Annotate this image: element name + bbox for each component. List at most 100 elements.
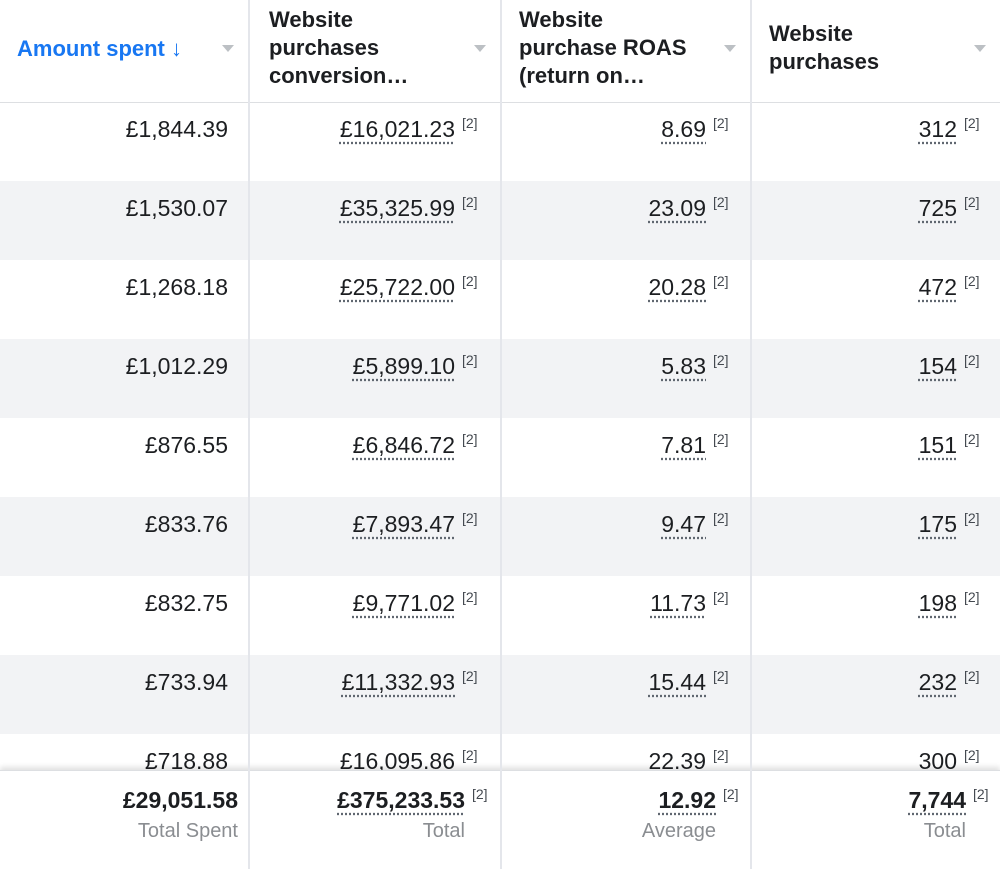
footnote-marker[interactable]: [2]: [973, 786, 989, 802]
cell-conversion-value[interactable]: £16,021.23 [2]: [250, 102, 478, 181]
footnote-marker[interactable]: [2]: [462, 352, 478, 368]
footnote-marker[interactable]: [2]: [462, 115, 478, 131]
purchases-value[interactable]: 198: [918, 590, 957, 616]
roas-value[interactable]: 7.81: [661, 432, 706, 458]
cell-roas[interactable]: 11.73 [2]: [502, 576, 728, 655]
footnote-marker[interactable]: [2]: [964, 431, 980, 447]
footnote-marker[interactable]: [2]: [713, 589, 729, 605]
footnote-marker[interactable]: [2]: [462, 273, 478, 289]
purchases-value[interactable]: 300: [918, 748, 957, 770]
cell-website-purchases[interactable]: 151 [2]: [752, 418, 980, 497]
roas-value[interactable]: 23.09: [648, 195, 706, 221]
footnote-marker[interactable]: [2]: [964, 510, 980, 526]
footnote-marker[interactable]: [2]: [713, 194, 729, 210]
cell-roas[interactable]: 9.47 [2]: [502, 497, 728, 576]
roas-value[interactable]: 9.47: [661, 511, 706, 537]
footnote-marker[interactable]: [2]: [964, 115, 980, 131]
conversion-value[interactable]: £16,095.86: [339, 748, 455, 770]
cell-roas[interactable]: 8.69 [2]: [502, 102, 728, 181]
average-roas[interactable]: 12.92 [2] Average: [502, 771, 739, 870]
caret-down-icon[interactable]: [474, 45, 486, 52]
table-row[interactable]: £1,268.18 £25,722.00 [2] 20.28 [2] 472 [2]: [0, 260, 1000, 339]
footnote-marker[interactable]: [2]: [462, 747, 478, 763]
conversion-value[interactable]: £7,893.47: [352, 511, 455, 537]
cell-conversion-value[interactable]: £16,095.86 [2]: [250, 734, 478, 770]
footnote-marker[interactable]: [2]: [713, 431, 729, 447]
footnote-marker[interactable]: [2]: [713, 510, 729, 526]
column-divider[interactable]: [750, 0, 752, 869]
footnote-marker[interactable]: [2]: [462, 589, 478, 605]
conversion-value[interactable]: £25,722.00: [339, 274, 455, 300]
caret-down-icon[interactable]: [974, 45, 986, 52]
conversion-value[interactable]: £9,771.02: [352, 590, 455, 616]
caret-down-icon[interactable]: [222, 45, 234, 52]
purchases-value[interactable]: 151: [918, 432, 957, 458]
cell-website-purchases[interactable]: 300 [2]: [752, 734, 980, 770]
cell-roas[interactable]: 5.83 [2]: [502, 339, 728, 418]
cell-roas[interactable]: 20.28 [2]: [502, 260, 728, 339]
cell-website-purchases[interactable]: 725 [2]: [752, 181, 980, 260]
footnote-marker[interactable]: [2]: [462, 668, 478, 684]
conversion-value[interactable]: £11,332.93: [341, 669, 455, 695]
cell-roas[interactable]: 15.44 [2]: [502, 655, 728, 734]
column-header-purchases-conversion-value[interactable]: Website purchases conversion…: [250, 0, 500, 102]
conversion-value[interactable]: £16,021.23: [339, 116, 455, 142]
total-conversion-value[interactable]: £375,233.53 [2] Total: [250, 771, 487, 870]
footnote-marker[interactable]: [2]: [713, 747, 729, 763]
cell-roas[interactable]: 22.39 [2]: [502, 734, 728, 770]
total-website-purchases[interactable]: 7,744 [2] Total: [752, 771, 988, 870]
total-conversion-value-amount[interactable]: £375,233.53: [337, 787, 465, 813]
cell-roas[interactable]: 23.09 [2]: [502, 181, 728, 260]
purchases-value[interactable]: 175: [918, 511, 957, 537]
footnote-marker[interactable]: [2]: [462, 194, 478, 210]
column-header-purchase-roas[interactable]: Website purchase ROAS (return on…: [502, 0, 750, 102]
cell-conversion-value[interactable]: £9,771.02 [2]: [250, 576, 478, 655]
footnote-marker[interactable]: [2]: [713, 273, 729, 289]
roas-value[interactable]: 20.28: [648, 274, 706, 300]
conversion-value[interactable]: £5,899.10: [352, 353, 455, 379]
cell-conversion-value[interactable]: £7,893.47 [2]: [250, 497, 478, 576]
footnote-marker[interactable]: [2]: [713, 115, 729, 131]
cell-conversion-value[interactable]: £35,325.99 [2]: [250, 181, 478, 260]
cell-website-purchases[interactable]: 312 [2]: [752, 102, 980, 181]
footnote-marker[interactable]: [2]: [964, 668, 980, 684]
caret-down-icon[interactable]: [724, 45, 736, 52]
roas-value[interactable]: 11.73: [650, 590, 706, 616]
footnote-marker[interactable]: [2]: [462, 510, 478, 526]
footnote-marker[interactable]: [2]: [964, 352, 980, 368]
table-row[interactable]: £1,844.39 £16,021.23 [2] 8.69 [2] 312 [2]: [0, 102, 1000, 181]
footnote-marker[interactable]: [2]: [713, 668, 729, 684]
table-row[interactable]: £718.88 £16,095.86 [2] 22.39 [2] 300 [2]: [0, 734, 1000, 770]
cell-website-purchases[interactable]: 198 [2]: [752, 576, 980, 655]
footnote-marker[interactable]: [2]: [964, 747, 980, 763]
roas-value[interactable]: 15.44: [648, 669, 706, 695]
column-header-website-purchases[interactable]: Website purchases: [752, 0, 1000, 102]
cell-website-purchases[interactable]: 175 [2]: [752, 497, 980, 576]
total-purchases-value[interactable]: 7,744: [908, 787, 966, 813]
column-header-amount-spent[interactable]: Amount spent ↓: [0, 0, 248, 102]
table-row[interactable]: £832.75 £9,771.02 [2] 11.73 [2] 198 [2]: [0, 576, 1000, 655]
purchases-value[interactable]: 312: [918, 116, 957, 142]
cell-conversion-value[interactable]: £6,846.72 [2]: [250, 418, 478, 497]
roas-value[interactable]: 5.83: [661, 353, 706, 379]
footnote-marker[interactable]: [2]: [713, 352, 729, 368]
conversion-value[interactable]: £35,325.99: [339, 195, 455, 221]
cell-website-purchases[interactable]: 472 [2]: [752, 260, 980, 339]
footnote-marker[interactable]: [2]: [472, 786, 488, 802]
column-divider[interactable]: [500, 0, 502, 869]
footnote-marker[interactable]: [2]: [462, 431, 478, 447]
cell-conversion-value[interactable]: £5,899.10 [2]: [250, 339, 478, 418]
average-roas-value[interactable]: 12.92: [658, 787, 716, 813]
footnote-marker[interactable]: [2]: [964, 589, 980, 605]
footnote-marker[interactable]: [2]: [723, 786, 739, 802]
column-divider[interactable]: [248, 0, 250, 869]
roas-value[interactable]: 8.69: [661, 116, 706, 142]
purchases-value[interactable]: 725: [918, 195, 957, 221]
purchases-value[interactable]: 232: [918, 669, 957, 695]
purchases-value[interactable]: 154: [918, 353, 957, 379]
conversion-value[interactable]: £6,846.72: [352, 432, 455, 458]
cell-website-purchases[interactable]: 154 [2]: [752, 339, 980, 418]
cell-roas[interactable]: 7.81 [2]: [502, 418, 728, 497]
cell-conversion-value[interactable]: £25,722.00 [2]: [250, 260, 478, 339]
cell-conversion-value[interactable]: £11,332.93 [2]: [250, 655, 478, 734]
